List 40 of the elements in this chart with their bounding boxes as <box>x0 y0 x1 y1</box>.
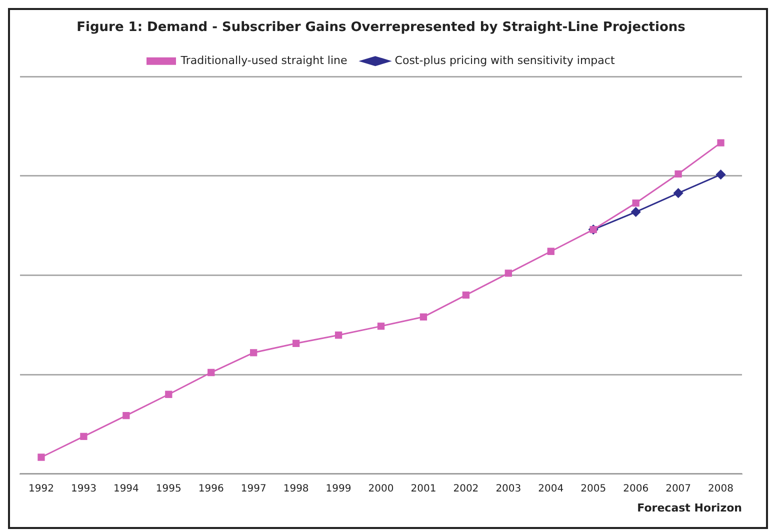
x-axis-title: Forecast Horizon <box>637 501 742 514</box>
x-tick-label: 2002 <box>453 483 479 494</box>
x-tick-label: 2004 <box>538 483 564 494</box>
point <box>632 199 640 207</box>
legend-label: Traditionally-used straight line <box>180 54 348 67</box>
point <box>122 412 130 420</box>
x-tick-label: 1995 <box>156 483 182 494</box>
point <box>547 248 554 255</box>
x-tick-label: 1996 <box>198 483 224 494</box>
x-tick-label: 2001 <box>410 483 436 494</box>
x-tick-label: 2006 <box>623 483 649 494</box>
point <box>377 322 385 330</box>
point <box>80 432 88 440</box>
point <box>165 390 172 398</box>
x-tick-label: 1998 <box>283 483 309 494</box>
point <box>420 313 428 320</box>
x-tick-label: 2008 <box>708 483 734 494</box>
point <box>631 207 641 217</box>
x-tick-label: 2007 <box>666 483 692 494</box>
x-tick-label: 1999 <box>326 483 352 494</box>
x-tick-label: 1997 <box>240 483 266 494</box>
point <box>292 340 300 347</box>
x-tick-label: 2005 <box>580 483 606 494</box>
point <box>250 349 258 356</box>
point <box>38 454 45 461</box>
x-tick-label: 1993 <box>70 483 96 494</box>
point <box>717 139 724 146</box>
x-tick-label: 1992 <box>28 483 54 494</box>
legend-label: Cost-plus pricing with sensitivity impact <box>394 54 616 67</box>
x-tick-label: 1994 <box>113 483 139 494</box>
point <box>674 188 684 198</box>
point <box>334 332 342 339</box>
point <box>716 170 726 180</box>
chart-title: Figure 1: Demand - Subscriber Gains Overrepresented by Straight-Line Projections <box>76 20 686 36</box>
point <box>208 368 215 376</box>
x-tick-label: 2000 <box>368 483 394 494</box>
x-tick-label: 2003 <box>496 483 522 494</box>
point <box>504 270 512 277</box>
point <box>674 170 682 178</box>
point <box>462 291 470 299</box>
